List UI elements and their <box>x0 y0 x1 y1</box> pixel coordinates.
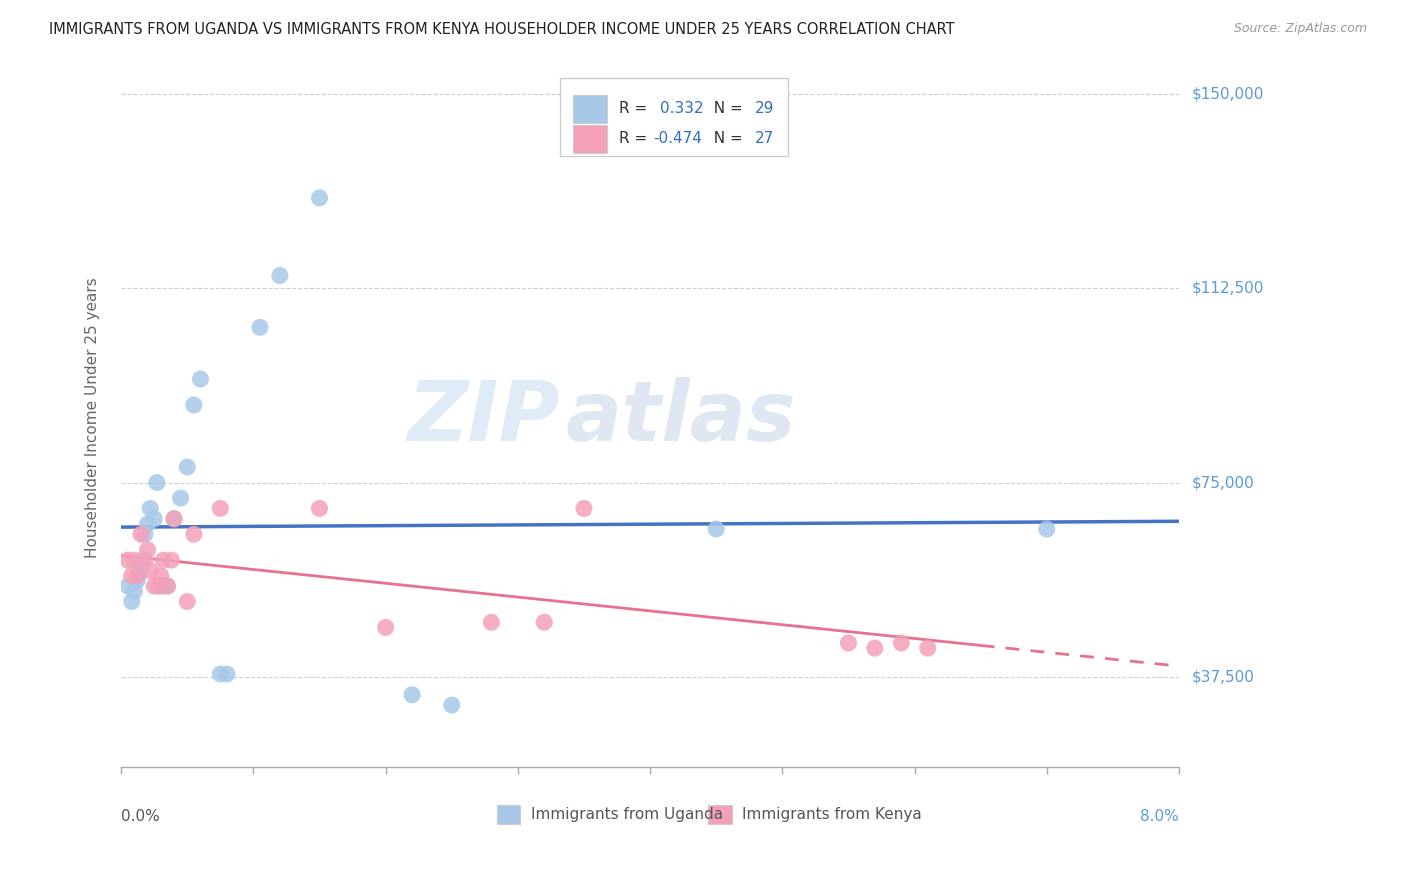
Point <box>129 527 152 541</box>
Text: Immigrants from Uganda: Immigrants from Uganda <box>530 807 723 822</box>
Text: 27: 27 <box>755 131 775 146</box>
Point <box>125 574 148 588</box>
Point <box>401 688 423 702</box>
Point <box>533 615 555 630</box>
Text: $37,500: $37,500 <box>1192 669 1254 684</box>
Point <box>1036 522 1059 536</box>
Text: 0.0%: 0.0% <box>121 809 160 824</box>
Point <box>215 667 238 681</box>
Text: R =: R = <box>620 131 652 146</box>
Text: R =: R = <box>620 102 652 116</box>
Text: Immigrants from Kenya: Immigrants from Kenya <box>742 807 922 822</box>
FancyBboxPatch shape <box>709 805 731 824</box>
Point <box>308 191 330 205</box>
Text: $75,000: $75,000 <box>1192 475 1254 490</box>
Text: atlas: atlas <box>565 377 796 458</box>
FancyBboxPatch shape <box>572 125 607 153</box>
Point <box>169 491 191 505</box>
Point <box>134 553 156 567</box>
Point <box>190 372 212 386</box>
Point <box>149 579 172 593</box>
Point <box>183 527 205 541</box>
Point <box>143 579 166 593</box>
Text: $112,500: $112,500 <box>1192 281 1264 296</box>
Point <box>156 579 179 593</box>
Point <box>139 501 162 516</box>
Point <box>308 501 330 516</box>
Text: -0.474: -0.474 <box>654 131 702 146</box>
Point <box>136 542 159 557</box>
Point <box>837 636 859 650</box>
FancyBboxPatch shape <box>572 95 607 123</box>
Point <box>156 579 179 593</box>
Point <box>124 584 146 599</box>
Point <box>176 594 198 608</box>
Text: N =: N = <box>704 131 748 146</box>
Point <box>117 553 139 567</box>
Point <box>440 698 463 712</box>
Point <box>124 553 146 567</box>
Point <box>163 512 186 526</box>
Point <box>127 568 149 582</box>
Point <box>121 568 143 582</box>
Point <box>209 667 232 681</box>
Point <box>917 641 939 656</box>
Text: Source: ZipAtlas.com: Source: ZipAtlas.com <box>1233 22 1367 36</box>
Point <box>125 568 148 582</box>
Point <box>269 268 291 283</box>
Point <box>134 527 156 541</box>
Text: 0.332: 0.332 <box>659 102 703 116</box>
Text: $150,000: $150,000 <box>1192 87 1264 102</box>
Point <box>374 620 396 634</box>
Point <box>863 641 886 656</box>
Text: ZIP: ZIP <box>408 377 560 458</box>
Text: 8.0%: 8.0% <box>1140 809 1180 824</box>
Text: 29: 29 <box>755 102 775 116</box>
Point <box>572 501 595 516</box>
Point <box>163 512 186 526</box>
Point <box>479 615 502 630</box>
Y-axis label: Householder Income Under 25 years: Householder Income Under 25 years <box>86 277 100 558</box>
Point <box>152 553 174 567</box>
Point <box>183 398 205 412</box>
Point <box>136 516 159 531</box>
Point <box>143 512 166 526</box>
FancyBboxPatch shape <box>560 78 787 156</box>
Point <box>139 564 162 578</box>
FancyBboxPatch shape <box>496 805 520 824</box>
Point <box>176 460 198 475</box>
Text: IMMIGRANTS FROM UGANDA VS IMMIGRANTS FROM KENYA HOUSEHOLDER INCOME UNDER 25 YEAR: IMMIGRANTS FROM UGANDA VS IMMIGRANTS FRO… <box>49 22 955 37</box>
Point <box>146 475 169 490</box>
Point <box>121 594 143 608</box>
Point <box>249 320 271 334</box>
Point <box>146 579 169 593</box>
Point <box>149 568 172 582</box>
Point <box>117 579 139 593</box>
Point <box>152 579 174 593</box>
Point <box>890 636 912 650</box>
Point <box>209 501 232 516</box>
Point <box>704 522 727 536</box>
Text: N =: N = <box>704 102 748 116</box>
Point <box>131 553 153 567</box>
Point <box>160 553 183 567</box>
Point <box>129 564 152 578</box>
